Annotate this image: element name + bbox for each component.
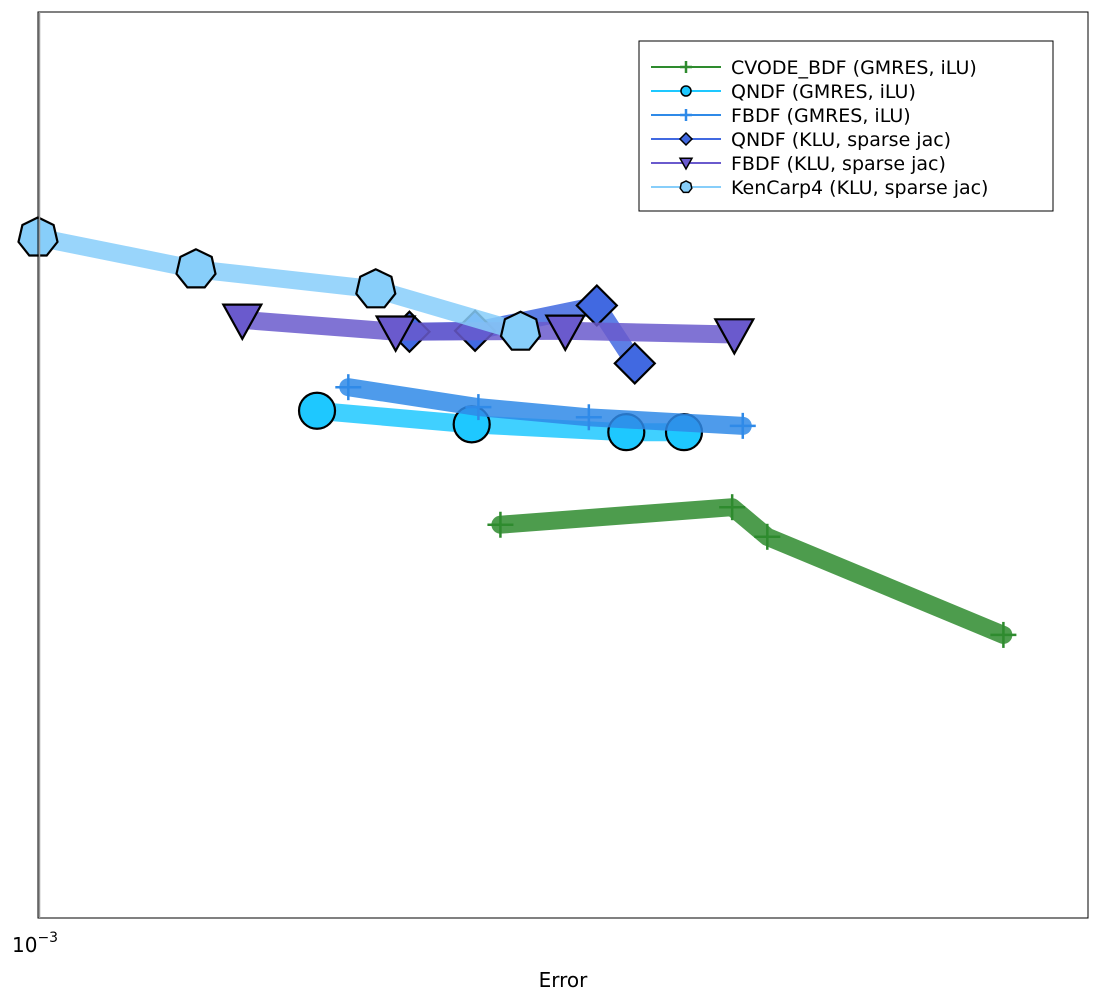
series-3	[335, 374, 756, 439]
series-1	[487, 494, 1017, 648]
data-point-5-2	[374, 315, 417, 353]
data-point-3-2	[465, 394, 492, 421]
legend-marker-5	[678, 157, 694, 171]
series-line-2	[308, 401, 693, 442]
data-point-5-3	[544, 314, 587, 353]
tick-layer: 10−3	[12, 12, 58, 957]
data-point-6-2	[175, 248, 217, 289]
data-point-6-3	[355, 268, 397, 309]
data-point-2-1	[297, 391, 337, 430]
data-point-3-1	[335, 374, 362, 401]
x-axis-label: Error	[539, 968, 589, 992]
legend-label-1: CVODE_BDF (GMRES, iLU)	[731, 57, 977, 79]
series-5	[221, 303, 756, 356]
legend-label-3: FBDF (GMRES, iLU)	[731, 105, 911, 127]
data-point-1-3	[754, 523, 781, 550]
legend-marker-1	[680, 61, 692, 73]
series-6	[17, 216, 542, 351]
legend-item-6: KenCarp4 (KLU, sparse jac)	[651, 177, 988, 199]
x-tick-label-1: 10−3	[12, 930, 58, 957]
legend-marker-3	[680, 109, 692, 121]
series-layer	[17, 216, 1017, 648]
data-point-5-4	[713, 318, 756, 356]
data-point-3-4	[729, 412, 756, 439]
series-line-5	[233, 310, 744, 344]
legend-marker-2	[680, 85, 692, 97]
series-line-6	[29, 228, 530, 341]
legend-label-5: FBDF (KLU, sparse jac)	[731, 153, 946, 175]
data-point-1-4	[990, 621, 1017, 648]
legend-item-3: FBDF (GMRES, iLU)	[651, 105, 911, 127]
legend-label-4: QNDF (KLU, sparse jac)	[731, 129, 951, 151]
legend-item-5: FBDF (KLU, sparse jac)	[651, 153, 946, 175]
legend-label-6: KenCarp4 (KLU, sparse jac)	[731, 177, 988, 199]
legend-item-1: CVODE_BDF (GMRES, iLU)	[651, 57, 977, 79]
data-point-1-2	[719, 494, 746, 521]
data-point-1-1	[487, 511, 514, 538]
data-point-3-3	[575, 404, 602, 431]
legend-marker-4	[678, 131, 694, 147]
legend-label-2: QNDF (GMRES, iLU)	[731, 81, 916, 103]
legend-box	[638, 40, 1054, 212]
series-line-3	[339, 378, 752, 435]
series-line-1	[491, 498, 1013, 644]
legend-item-2: QNDF (GMRES, iLU)	[651, 81, 916, 103]
data-point-4-4	[613, 341, 657, 385]
legend: CVODE_BDF (GMRES, iLU)QNDF (GMRES, iLU)F…	[638, 40, 1054, 212]
data-point-5-1	[221, 303, 264, 342]
legend-marker-6	[679, 180, 693, 194]
plot-frame	[37, 11, 1089, 919]
data-point-6-4	[499, 310, 542, 351]
legend-item-4: QNDF (KLU, sparse jac)	[651, 129, 951, 151]
